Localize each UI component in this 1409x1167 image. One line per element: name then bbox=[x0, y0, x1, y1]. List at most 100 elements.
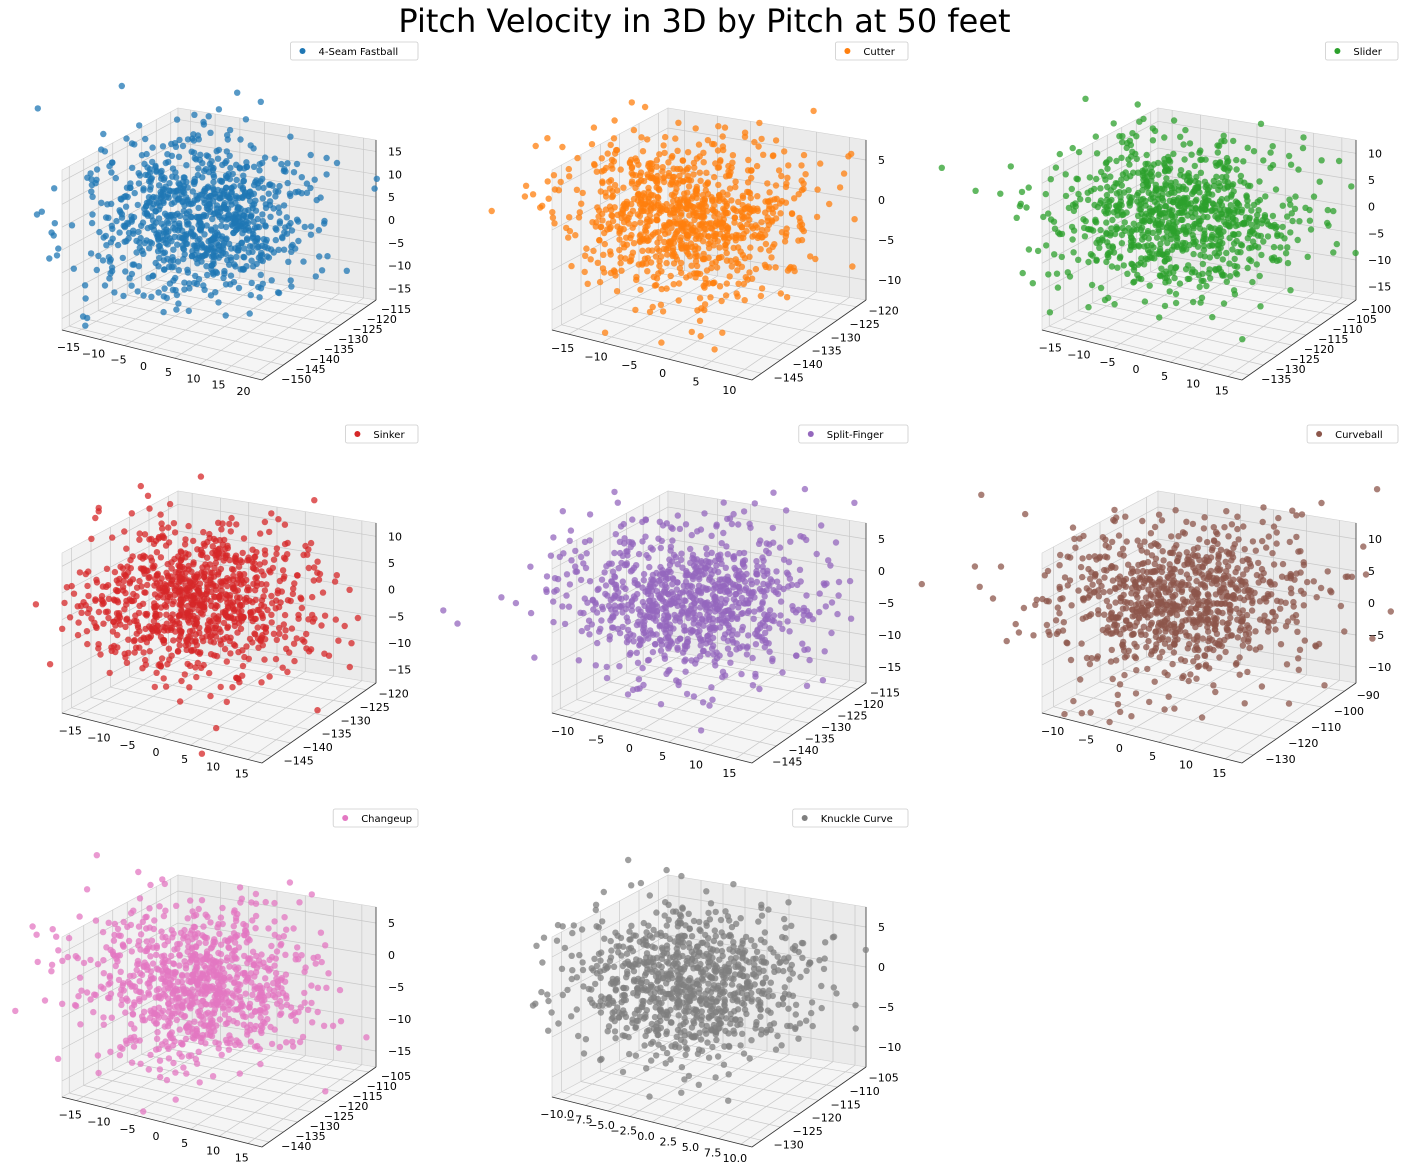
scatter-point bbox=[292, 245, 298, 251]
scatter-point bbox=[159, 655, 165, 661]
scatter-point bbox=[562, 621, 568, 627]
scatter-point bbox=[183, 637, 189, 643]
scatter-point bbox=[192, 639, 198, 645]
scatter-point bbox=[1232, 291, 1238, 297]
scatter-point bbox=[719, 226, 725, 232]
scatter-point bbox=[256, 294, 262, 300]
scatter-point bbox=[237, 595, 243, 601]
scatter-point bbox=[251, 554, 257, 560]
scatter-point bbox=[722, 245, 728, 251]
scatter-point bbox=[1162, 303, 1168, 309]
scatter-point bbox=[39, 209, 45, 215]
scatter-point bbox=[135, 202, 141, 208]
scatter-point bbox=[1251, 148, 1257, 154]
scatter-point bbox=[244, 235, 250, 241]
scatter-point bbox=[805, 613, 811, 619]
scatter-point bbox=[777, 612, 783, 618]
scatter-point bbox=[252, 587, 258, 593]
scatter-point bbox=[269, 619, 275, 625]
scatter-point bbox=[771, 241, 777, 247]
scatter-point bbox=[252, 631, 258, 637]
scatter-point bbox=[187, 628, 193, 634]
scatter-point bbox=[250, 565, 256, 571]
scatter-point bbox=[1158, 211, 1164, 217]
scatter-point bbox=[740, 624, 746, 630]
scatter-point bbox=[302, 224, 308, 230]
scatter-point bbox=[1182, 127, 1188, 133]
scatter-point bbox=[1147, 218, 1153, 224]
scatter-point bbox=[721, 216, 727, 222]
z-tick-label: −15 bbox=[388, 664, 411, 677]
scatter-point bbox=[580, 190, 586, 196]
scatter-point bbox=[1117, 254, 1123, 260]
scatter-point bbox=[721, 236, 727, 242]
scatter-point bbox=[1325, 222, 1331, 228]
scatter-point bbox=[640, 208, 646, 214]
scatter-point bbox=[1085, 259, 1091, 265]
scatter-point bbox=[135, 229, 141, 235]
scatter-point bbox=[252, 198, 258, 204]
scatter-point bbox=[610, 613, 616, 619]
scatter-point bbox=[323, 171, 329, 177]
scatter-point bbox=[112, 649, 118, 655]
scatter-point bbox=[151, 604, 157, 610]
y-tick-label: −150 bbox=[281, 373, 311, 386]
scatter-point bbox=[282, 627, 288, 633]
scatter-point bbox=[607, 633, 613, 639]
scatter-point bbox=[710, 635, 716, 641]
scatter-point bbox=[778, 290, 784, 296]
scatter-point bbox=[659, 538, 665, 544]
scatter-point bbox=[314, 559, 320, 565]
scatter-point bbox=[726, 172, 732, 178]
z-tick-label: 0 bbox=[388, 584, 395, 597]
scatter-point bbox=[174, 116, 180, 122]
scatter-point bbox=[799, 226, 805, 232]
scatter-point bbox=[1276, 257, 1282, 263]
scatter-point bbox=[114, 610, 120, 616]
scatter-point bbox=[634, 650, 640, 656]
z-tick-label: −15 bbox=[388, 283, 411, 296]
scatter-point bbox=[567, 581, 573, 587]
scatter-point bbox=[226, 521, 232, 527]
scatter-point bbox=[729, 632, 735, 638]
x-tick-label: 0 bbox=[626, 742, 633, 755]
scatter-point bbox=[1162, 258, 1168, 264]
scatter-point bbox=[178, 557, 184, 563]
scatter-point bbox=[723, 292, 729, 298]
scatter-point bbox=[204, 564, 210, 570]
scatter-point bbox=[656, 151, 662, 157]
scatter-point bbox=[1241, 220, 1247, 226]
scatter-point bbox=[720, 133, 726, 139]
scatter-point bbox=[624, 552, 630, 558]
scatter-point bbox=[754, 163, 760, 169]
scatter-point bbox=[1156, 314, 1162, 320]
scatter-point bbox=[198, 569, 204, 575]
scatter-point bbox=[225, 624, 231, 630]
scatter-point bbox=[1223, 250, 1229, 256]
scatter-point bbox=[135, 288, 141, 294]
scatter-point bbox=[333, 616, 339, 622]
legend-label: 4-Seam Fastball bbox=[319, 47, 399, 58]
scatter-point bbox=[169, 254, 175, 260]
scatter-point bbox=[550, 598, 556, 604]
scatter-point bbox=[1143, 180, 1149, 186]
scatter-point bbox=[694, 213, 700, 219]
scatter-point bbox=[701, 648, 707, 654]
scatter-point bbox=[285, 597, 291, 603]
scatter-point bbox=[1008, 163, 1014, 169]
scatter-point bbox=[88, 615, 94, 621]
scatter-point bbox=[163, 588, 169, 594]
scatter-point bbox=[712, 208, 718, 214]
scatter-point bbox=[1019, 189, 1025, 195]
scatter-point bbox=[716, 652, 722, 658]
scatter-point bbox=[665, 591, 671, 597]
scatter-point bbox=[116, 618, 122, 624]
scatter-point bbox=[766, 247, 772, 253]
scatter-point bbox=[587, 578, 593, 584]
scatter-point bbox=[1192, 163, 1198, 169]
scatter-point bbox=[1242, 700, 1248, 706]
scatter-point bbox=[674, 579, 680, 585]
scatter-point bbox=[289, 625, 295, 631]
scatter-point bbox=[851, 216, 857, 222]
scatter-point bbox=[795, 237, 801, 243]
